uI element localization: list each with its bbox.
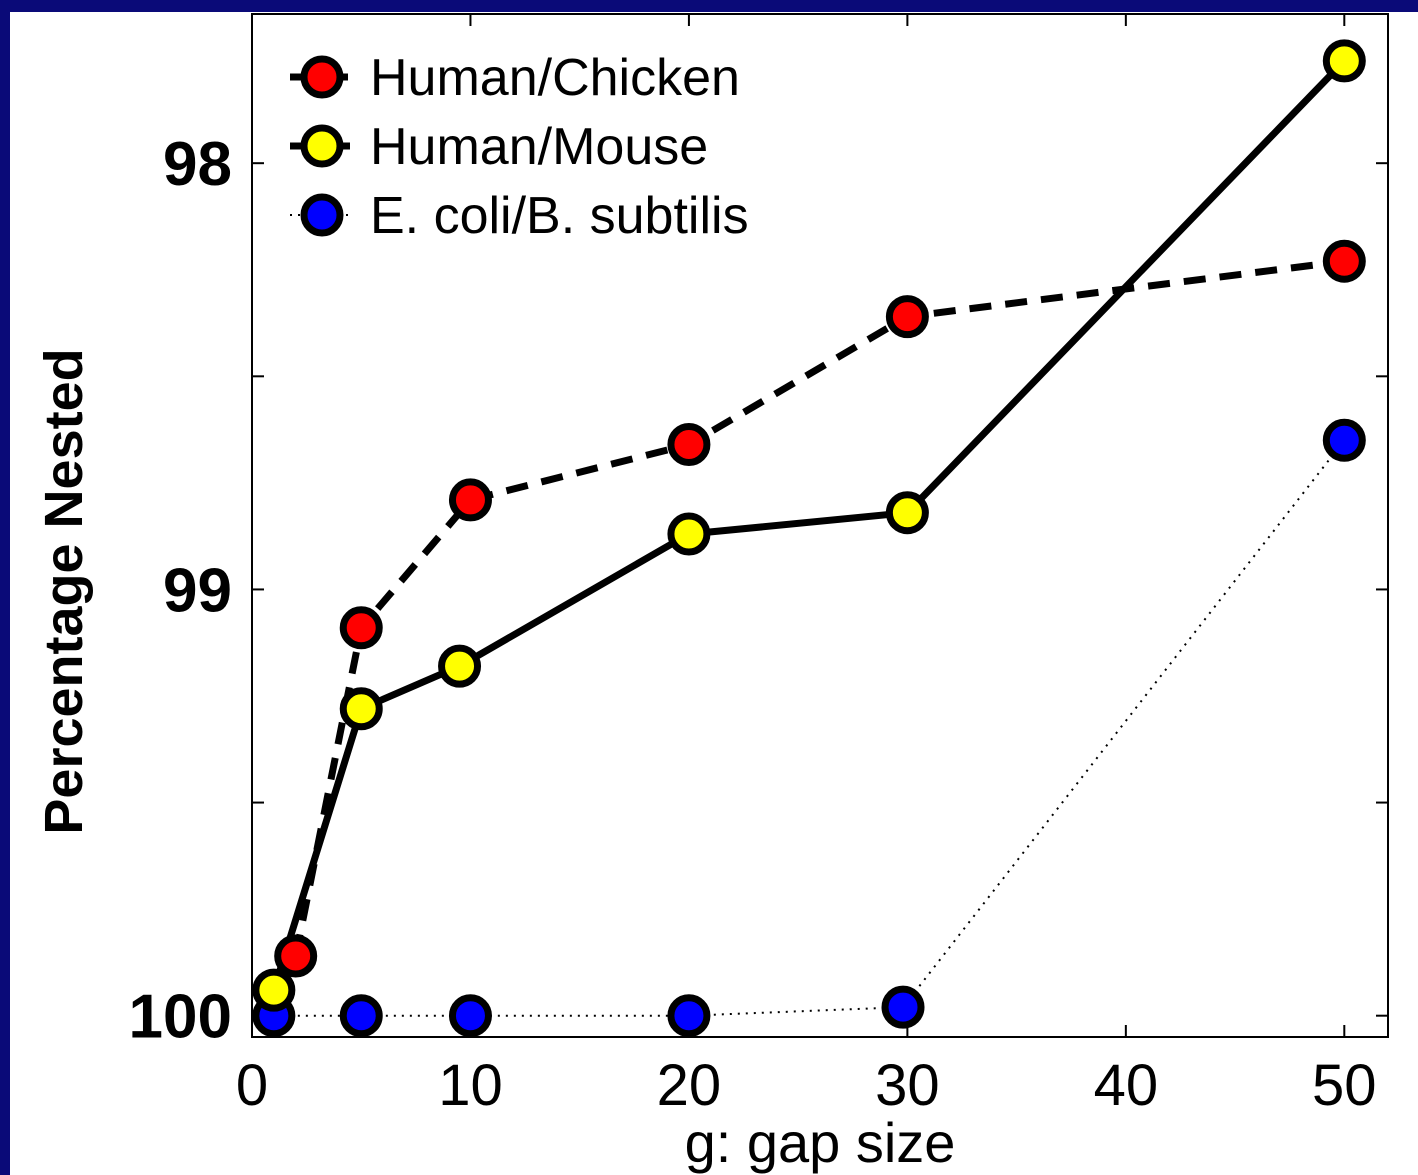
legend-label: Human/Chicken (370, 49, 740, 107)
data-point-series-0 (667, 423, 711, 467)
data-point-series-1 (1322, 39, 1366, 83)
series-line-0 (292, 257, 1345, 957)
data-point-series-1 (339, 687, 383, 731)
x-tick-label: 30 (875, 1053, 940, 1118)
data-point-series-1 (667, 512, 711, 556)
legend-marker (300, 124, 344, 168)
series-line-2 (273, 439, 1346, 1017)
data-point-series-1 (438, 644, 482, 688)
series-markers (252, 39, 1366, 1038)
y-axis-title: Percentage Nested (34, 348, 94, 834)
legend-label: E. coli/B. subtilis (370, 187, 749, 245)
legend-item-2: E. coli/B. subtilis (290, 187, 749, 245)
data-point-series-1 (252, 968, 296, 1012)
chart-panel (10, 12, 1418, 1175)
legend-item-0: Human/Chicken (290, 49, 740, 107)
data-point-series-2 (881, 985, 925, 1029)
data-point-series-0 (339, 606, 383, 650)
x-tick-label: 20 (657, 1053, 722, 1118)
y-tick-label: 99 (163, 556, 232, 625)
plot-frame (251, 13, 1389, 1038)
data-point-series-1 (885, 491, 929, 535)
data-point-series-0 (885, 295, 929, 339)
data-point-series-0 (448, 478, 492, 522)
x-axis-title: g: gap size (685, 1111, 956, 1174)
x-tick-label: 0 (236, 1053, 268, 1118)
data-point-series-0 (1322, 239, 1366, 283)
y-tick-label: 98 (163, 130, 232, 199)
data-point-series-2 (1322, 418, 1366, 462)
series-line-1 (270, 58, 1347, 992)
x-tick-label: 10 (438, 1053, 503, 1118)
axes (251, 13, 1389, 1038)
data-point-series-2 (339, 994, 383, 1038)
data-point-series-2 (667, 994, 711, 1038)
x-tick-label: 40 (1094, 1053, 1159, 1118)
legend-label: Human/Mouse (370, 118, 708, 176)
legend-marker (300, 55, 344, 99)
legend: Human/Chicken Human/Mouse E. coli/B. subti… (290, 49, 749, 245)
x-tick-label: 50 (1312, 1053, 1377, 1118)
data-point-series-2 (448, 994, 492, 1038)
y-tick-label: 100 (129, 983, 232, 1052)
legend-item-1: Human/Mouse (290, 118, 708, 176)
ticks: 0 10 20 30 40 50 98 99 100 (129, 14, 1388, 1118)
legend-marker (300, 193, 344, 237)
data-point-series-0 (274, 934, 318, 978)
